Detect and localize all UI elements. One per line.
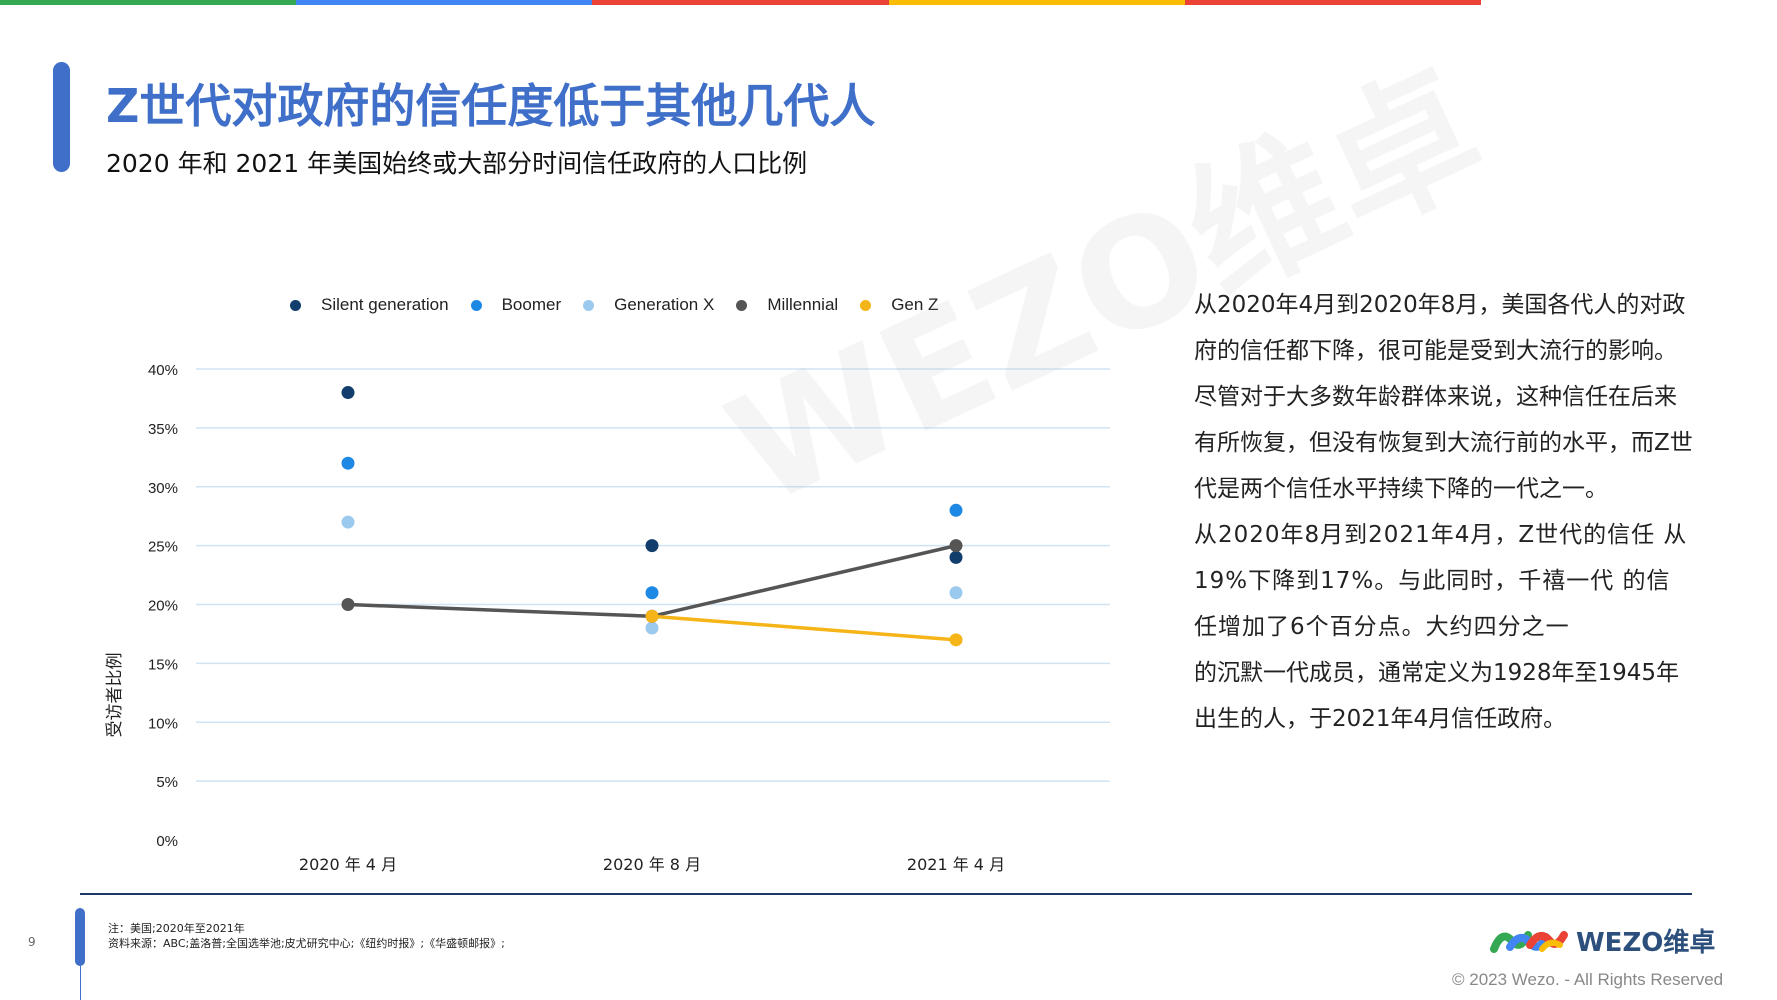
y-tick-label: 25% xyxy=(148,539,178,556)
footer-accent-line xyxy=(80,966,81,1000)
data-point-generation-x xyxy=(949,586,963,600)
data-point-silent-generation xyxy=(341,386,355,400)
y-tick-label: 5% xyxy=(156,774,178,791)
data-point-generation-x xyxy=(341,515,355,529)
data-point-silent-generation xyxy=(645,539,659,553)
data-point-boomer xyxy=(645,586,659,600)
legend-label-boomer: Boomer xyxy=(501,295,562,314)
x-tick-label: 2020 年 8 月 xyxy=(603,855,701,874)
y-tick-label: 35% xyxy=(148,421,178,438)
page-title: Z世代对政府的信任度低于其他几代人 xyxy=(106,79,876,133)
wezo-logo-text: WEZO维卓 xyxy=(1576,928,1716,958)
body-paragraph-1: 从2020年4月到2020年8月，美国各代人的对政府的信任都下降，很可能是受到大… xyxy=(1194,292,1693,502)
data-point-boomer xyxy=(949,503,963,517)
body-text: 从2020年4月到2020年8月，美国各代人的对政府的信任都下降，很可能是受到大… xyxy=(1194,282,1694,742)
body-paragraph-3: 的沉默一代成员，通常定义为1928年至1945年出生的人，于2021年4月信任政… xyxy=(1194,660,1680,732)
x-tick-label: 2021 年 4 月 xyxy=(907,855,1005,874)
legend-marker-generation-x xyxy=(583,299,595,311)
legend-marker-boomer xyxy=(470,299,482,311)
wezo-logo: WEZO维卓 xyxy=(1490,922,1715,959)
x-tick-label: 2020 年 4 月 xyxy=(299,855,397,874)
title-accent-bar xyxy=(53,62,70,172)
trust-chart: 0% 5% 10% 15% 20% 25% 30% 35% 40% 受访者比例 2020 年 4 月… xyxy=(105,362,1110,874)
bottom-divider xyxy=(80,893,1692,895)
page-number: 9 xyxy=(28,935,36,949)
legend-item-silent-generation: Silent generation xyxy=(290,295,449,315)
legend-marker-gen-z xyxy=(860,299,872,311)
series-line-gen-z xyxy=(651,614,957,642)
data-point-millennial xyxy=(341,598,355,611)
legend-item-generation-x: Generation X xyxy=(583,295,714,315)
data-point-gen-z xyxy=(645,609,659,623)
data-point-gen-z xyxy=(949,633,963,647)
footnote-note: 注：美国;2020年至2021年 xyxy=(108,922,245,935)
footnotes: 注：美国;2020年至2021年 资料来源：ABC;盖洛普;全国选举池;皮尤研究… xyxy=(108,921,505,951)
wezo-logo-icon xyxy=(1490,930,1568,953)
data-point-millennial xyxy=(949,539,963,553)
legend-label-generation-x: Generation X xyxy=(614,295,715,314)
data-point-silent-generation xyxy=(949,550,963,564)
legend-label-silent-generation: Silent generation xyxy=(321,295,449,314)
footer-accent-bar xyxy=(75,908,85,966)
copyright-text: © 2023 Wezo. - All Rights Reserved xyxy=(1452,970,1724,989)
y-tick-label: 40% xyxy=(148,362,178,379)
series-line-millennial xyxy=(347,543,957,619)
data-point-generation-x xyxy=(645,621,659,635)
footnote-source: 资料来源：ABC;盖洛普;全国选举池;皮尤研究中心;《纽约时报》;《华盛顿邮报》… xyxy=(108,937,505,950)
data-point-boomer xyxy=(341,456,355,470)
body-paragraph-2: 从2020年8月到2021年4月，Z世代的信任 从19%下降到17%。与此同时，… xyxy=(1194,522,1688,640)
y-tick-label: 20% xyxy=(148,598,178,615)
legend-item-gen-z: Gen Z xyxy=(860,295,938,315)
legend-item-boomer: Boomer xyxy=(470,295,562,315)
y-tick-label: 0% xyxy=(156,833,178,850)
y-tick-label: 30% xyxy=(148,480,178,497)
legend-marker-millennial xyxy=(736,299,748,311)
legend-item-millennial: Millennial xyxy=(736,295,838,315)
top-color-bar xyxy=(0,0,1777,5)
legend-marker-silent-generation xyxy=(290,299,301,311)
y-tick-label: 10% xyxy=(148,715,178,732)
y-axis-label: 受访者比例 xyxy=(105,653,125,738)
chart-legend: Silent generation Boomer Generation X Mi… xyxy=(290,293,960,317)
legend-label-gen-z: Gen Z xyxy=(891,295,939,314)
legend-label-millennial: Millennial xyxy=(767,295,839,314)
y-tick-label: 15% xyxy=(148,656,178,673)
page-subtitle: 2020 年和 2021 年美国始终或大部分时间信任政府的人口比例 xyxy=(106,149,808,178)
